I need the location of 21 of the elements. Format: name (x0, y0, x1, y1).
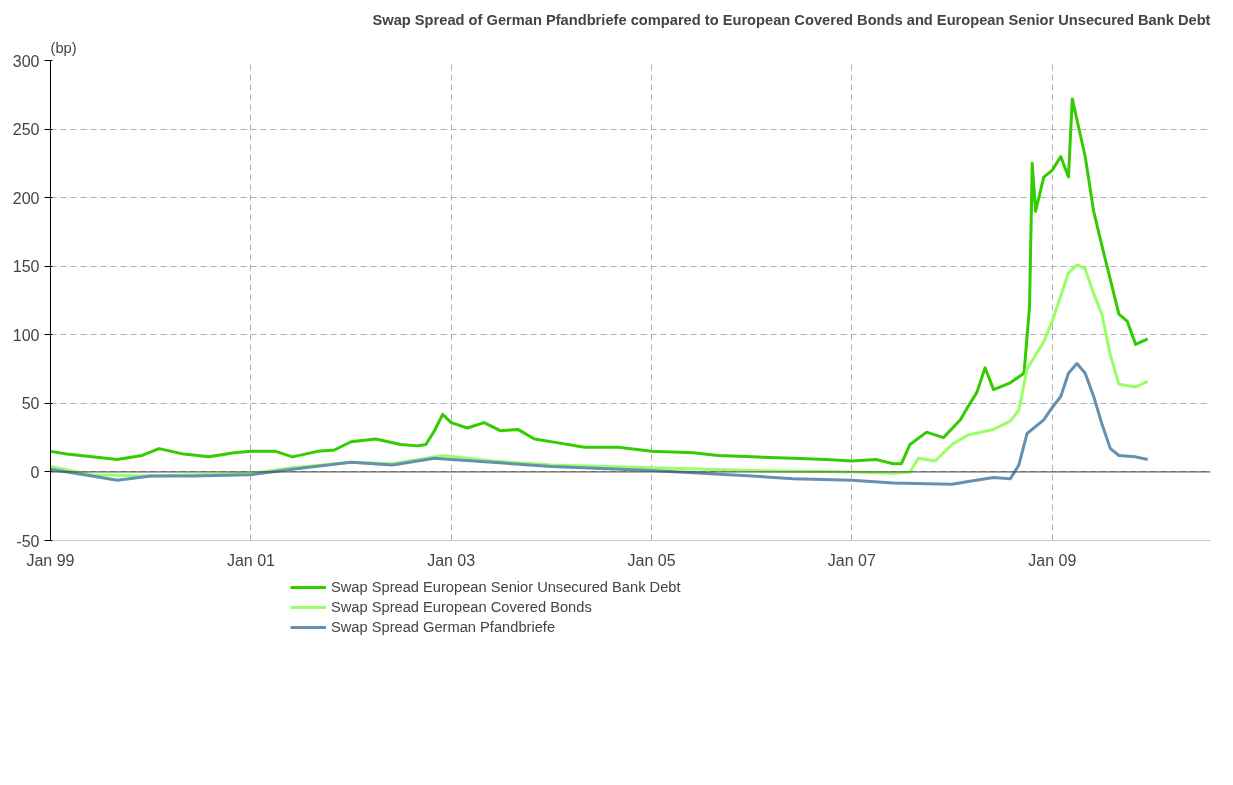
x-tick-label: Jan 09 (1028, 551, 1077, 569)
chart-title: Swap Spread of German Pfandbriefe compared to European Covered Bonds and European Senior Unsecured Bank Debt (372, 11, 1211, 28)
y-tick-label: 150 (12, 258, 40, 276)
y-tick-label: 300 (12, 52, 40, 70)
x-tick-label: Jan 07 (827, 551, 876, 569)
x-tick-label: Jan 03 (427, 551, 476, 569)
legend-label: Swap Spread European Covered Bonds (331, 599, 592, 615)
y-tick-label: 50 (21, 395, 40, 413)
legend-label: Swap Spread German Pfandbriefe (331, 619, 556, 635)
line-series (50, 362, 1150, 486)
y-tick-label: 200 (12, 189, 40, 207)
line-series (50, 97, 1150, 466)
x-tick-label: Jan 99 (26, 551, 75, 569)
x-tick-label: Jan 01 (226, 551, 276, 569)
y-tick-label: -50 (16, 532, 40, 550)
legend-label: Swap Spread European Senior Unsecured Bank Debt (331, 579, 681, 595)
y-tick-label: 100 (12, 326, 40, 344)
y-tick-label: 0 (30, 463, 40, 481)
y-tick-label: 250 (12, 121, 40, 139)
x-tick-label: Jan 05 (627, 551, 676, 569)
y-axis-title: (bp) (50, 39, 77, 56)
